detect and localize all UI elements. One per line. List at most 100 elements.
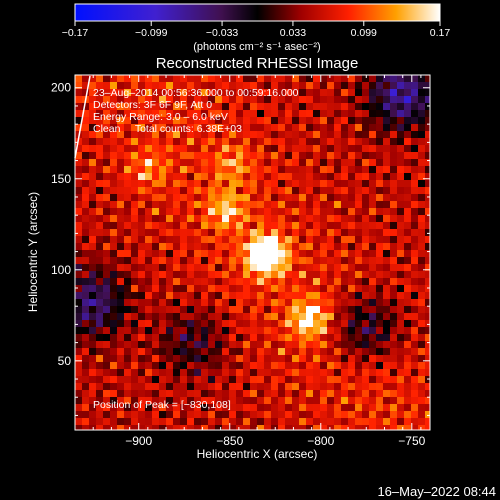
heatmap-cell bbox=[397, 376, 405, 384]
heatmap-cell bbox=[201, 320, 209, 328]
heatmap-cell bbox=[103, 299, 111, 307]
heatmap-cell bbox=[362, 404, 370, 412]
heatmap-cell bbox=[327, 376, 335, 384]
heatmap-cell bbox=[313, 250, 321, 258]
heatmap-cell bbox=[75, 222, 83, 230]
heatmap-cell bbox=[229, 320, 237, 328]
heatmap-cell bbox=[159, 173, 167, 181]
heatmap-cell bbox=[257, 404, 265, 412]
heatmap-cell bbox=[418, 243, 426, 251]
heatmap-cell bbox=[208, 264, 216, 272]
heatmap-cell bbox=[250, 222, 258, 230]
heatmap-cell bbox=[89, 404, 97, 412]
heatmap-cell bbox=[194, 348, 202, 356]
heatmap-cell bbox=[208, 236, 216, 244]
heatmap-cell bbox=[376, 313, 384, 321]
heatmap-cell bbox=[355, 278, 363, 286]
heatmap-cell bbox=[187, 215, 195, 223]
heatmap-cell bbox=[355, 306, 363, 314]
heatmap-cell bbox=[215, 418, 223, 426]
heatmap-cell bbox=[222, 229, 230, 237]
heatmap-cell bbox=[278, 390, 286, 398]
heatmap-cell bbox=[397, 313, 405, 321]
heatmap-cell bbox=[306, 390, 314, 398]
colorbar-tick-label: −0.099 bbox=[135, 27, 168, 39]
heatmap-cell bbox=[362, 376, 370, 384]
heatmap-cell bbox=[341, 145, 349, 153]
heatmap-cell bbox=[110, 334, 118, 342]
heatmap-cell bbox=[341, 348, 349, 356]
heatmap-cell bbox=[390, 180, 398, 188]
heatmap-cell bbox=[117, 369, 125, 377]
heatmap-cell bbox=[194, 131, 202, 139]
heatmap-cell bbox=[306, 334, 314, 342]
heatmap-cell bbox=[278, 320, 286, 328]
heatmap-cell bbox=[362, 257, 370, 265]
heatmap-cell bbox=[194, 376, 202, 384]
heatmap-cell bbox=[313, 271, 321, 279]
heatmap-cell bbox=[334, 376, 342, 384]
heatmap-cell bbox=[138, 243, 146, 251]
heatmap-cell bbox=[173, 82, 181, 90]
heatmap-cell bbox=[383, 173, 391, 181]
heatmap-cell bbox=[243, 201, 251, 209]
heatmap-cell bbox=[166, 376, 174, 384]
heatmap-cell bbox=[264, 327, 272, 335]
heatmap-cell bbox=[229, 425, 237, 430]
heatmap-cell bbox=[166, 271, 174, 279]
heatmap-cell bbox=[131, 236, 139, 244]
heatmap-cell bbox=[159, 75, 167, 83]
heatmap-cell bbox=[243, 208, 251, 216]
heatmap-cell bbox=[327, 215, 335, 223]
heatmap-cell bbox=[208, 187, 216, 195]
heatmap-cell bbox=[103, 110, 111, 118]
heatmap-cell bbox=[166, 285, 174, 293]
heatmap-cell bbox=[103, 96, 111, 104]
heatmap-cell bbox=[418, 362, 426, 370]
heatmap-cell bbox=[264, 355, 272, 363]
heatmap-cell bbox=[180, 243, 188, 251]
heatmap-cell bbox=[425, 89, 430, 97]
heatmap-cell bbox=[131, 250, 139, 258]
heatmap-cell bbox=[96, 173, 104, 181]
heatmap-cell bbox=[271, 271, 279, 279]
heatmap-cell bbox=[110, 145, 118, 153]
heatmap-cell bbox=[103, 264, 111, 272]
heatmap-cell bbox=[257, 411, 265, 419]
heatmap-cell bbox=[117, 271, 125, 279]
heatmap-cell bbox=[383, 138, 391, 146]
heatmap-cell bbox=[257, 89, 265, 97]
heatmap-cell bbox=[201, 278, 209, 286]
heatmap-cell bbox=[110, 257, 118, 265]
heatmap-cell bbox=[313, 278, 321, 286]
heatmap-cell bbox=[355, 313, 363, 321]
heatmap-cell bbox=[236, 250, 244, 258]
heatmap-cell bbox=[327, 222, 335, 230]
heatmap-cell bbox=[159, 208, 167, 216]
heatmap-cell bbox=[425, 82, 430, 90]
heatmap-cell bbox=[362, 425, 370, 430]
heatmap-cell bbox=[180, 96, 188, 104]
heatmap-cell bbox=[173, 299, 181, 307]
heatmap-cell bbox=[222, 250, 230, 258]
heatmap-cell bbox=[145, 362, 153, 370]
heatmap-cell bbox=[257, 320, 265, 328]
heatmap-cell bbox=[285, 404, 293, 412]
heatmap-cell bbox=[362, 145, 370, 153]
heatmap-cell bbox=[250, 131, 258, 139]
heatmap-cell bbox=[383, 411, 391, 419]
heatmap-cell bbox=[376, 292, 384, 300]
heatmap-cell bbox=[208, 418, 216, 426]
heatmap-cell bbox=[397, 117, 405, 125]
heatmap-cell bbox=[166, 131, 174, 139]
heatmap-cell bbox=[194, 362, 202, 370]
heatmap-cell bbox=[201, 117, 209, 125]
heatmap-cell bbox=[194, 341, 202, 349]
heatmap-cell bbox=[306, 194, 314, 202]
heatmap-cell bbox=[257, 425, 265, 430]
x-tick-label: −800 bbox=[307, 434, 334, 448]
heatmap-cell bbox=[124, 425, 132, 430]
heatmap-cell bbox=[320, 75, 328, 83]
heatmap-cell bbox=[292, 285, 300, 293]
heatmap-cell bbox=[159, 124, 167, 132]
